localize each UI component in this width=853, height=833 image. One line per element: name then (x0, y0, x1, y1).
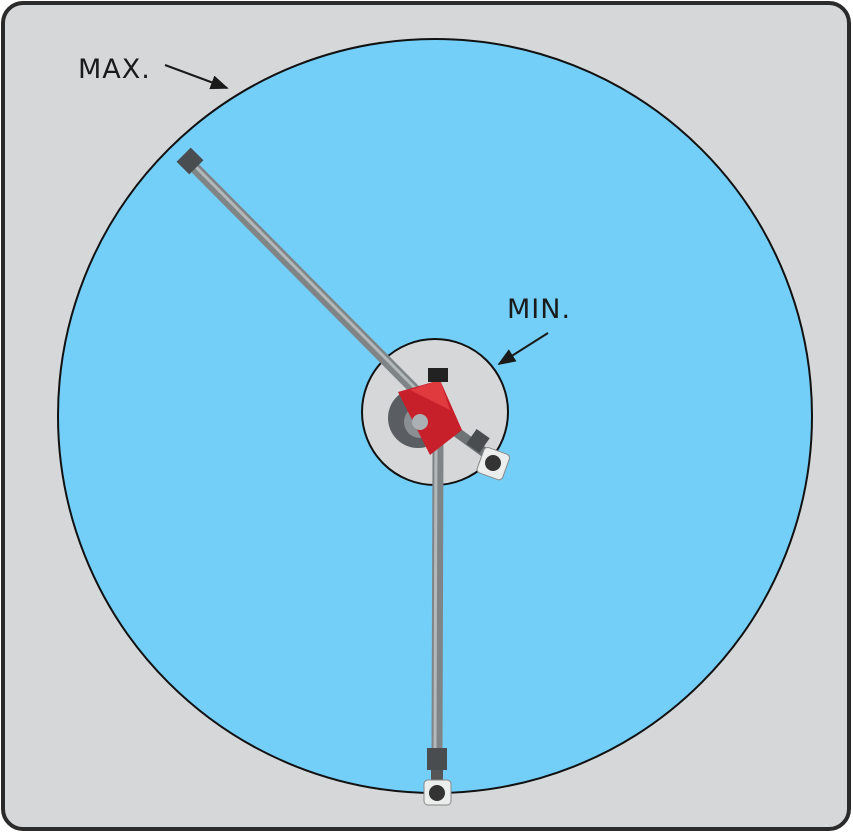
center-mount (388, 368, 462, 455)
max-arrow (164, 64, 229, 90)
min-label: MIN. (507, 294, 571, 325)
max-label: MAX. (78, 54, 151, 85)
arm-vertical (423, 439, 452, 806)
min-arrow (497, 332, 549, 365)
arm-diagonal (176, 147, 426, 401)
arm-short (437, 415, 510, 481)
